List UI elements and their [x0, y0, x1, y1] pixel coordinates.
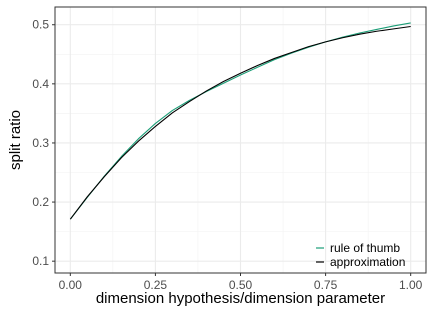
x-axis-title: dimension hypothesis/dimension parameter — [96, 290, 385, 307]
legend-label-0: rule of thumb — [330, 241, 400, 255]
x-tick-label: 0.00 — [59, 278, 83, 292]
x-tick-label: 0.25 — [144, 278, 168, 292]
series-line-1 — [69, 25, 411, 220]
legend-label-1: approximation — [330, 255, 405, 269]
series-lines — [69, 22, 411, 220]
y-axis-title: split ratio — [7, 110, 24, 170]
y-tick-label: 0.3 — [32, 136, 49, 150]
grid — [55, 7, 426, 273]
series-line-0 — [69, 22, 411, 220]
y-axis: 0.1 0.2 0.3 0.4 0.5 — [32, 18, 55, 268]
x-tick-label: 0.75 — [314, 278, 338, 292]
y-tick-label: 0.5 — [32, 18, 49, 32]
x-axis: 0.00 0.25 0.50 0.75 1.00 — [59, 273, 423, 292]
y-tick-label: 0.2 — [32, 195, 49, 209]
y-tick-label: 0.1 — [32, 254, 49, 268]
y-tick-label: 0.4 — [32, 77, 49, 91]
x-tick-label: 1.00 — [399, 278, 423, 292]
x-tick-label: 0.50 — [229, 278, 253, 292]
